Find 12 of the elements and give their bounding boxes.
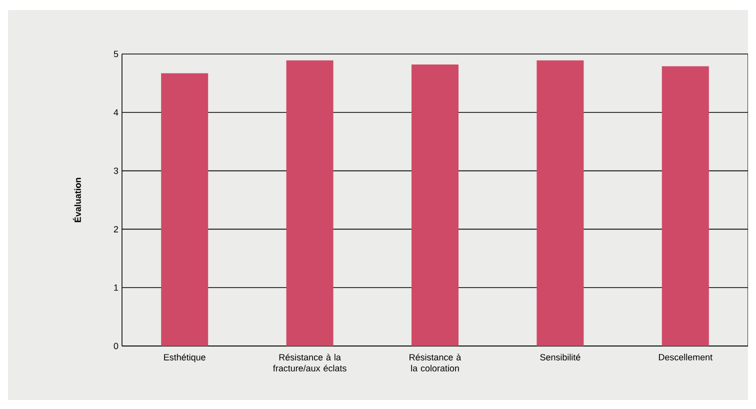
y-tick-label: 3 [114, 168, 118, 174]
x-tick-label: Descellement [658, 354, 712, 360]
y-tick-label: 0 [114, 342, 118, 350]
y-tick-label: 1 [114, 284, 118, 291]
y-tick-label: 2 [114, 226, 118, 232]
y-tick-label: 5 [114, 50, 118, 58]
y-tick-label: 4 [114, 109, 118, 116]
x-tick-label: Résistance à la coloration [410, 354, 462, 372]
y-axis-title: Évaluation [72, 178, 81, 222]
x-tick-label: Sensibilité [540, 354, 580, 360]
x-tick-label: Résistance à la fracture/aux éclats [273, 354, 346, 372]
x-tick-label: Esthétique [164, 354, 206, 362]
